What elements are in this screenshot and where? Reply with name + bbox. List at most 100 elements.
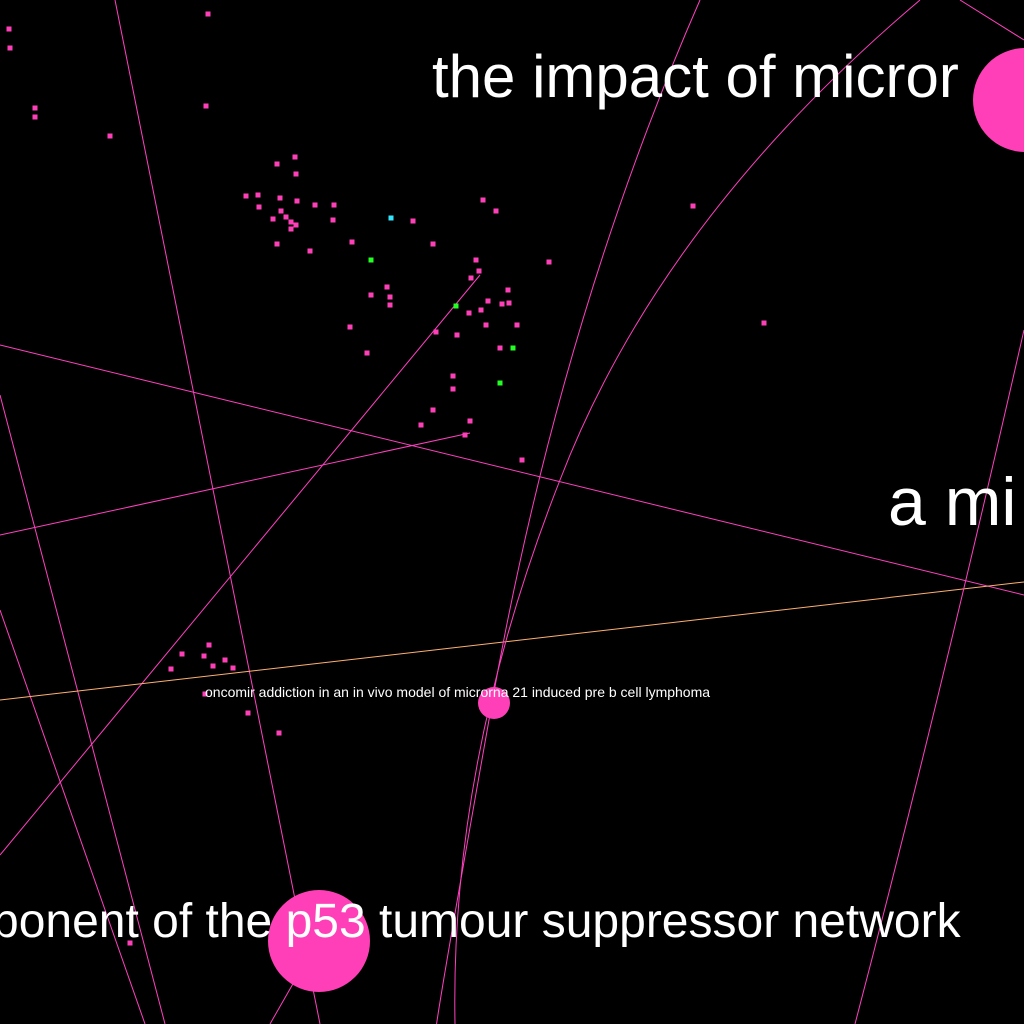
- graph-node[interactable]: [7, 45, 13, 51]
- graph-node[interactable]: [450, 373, 456, 379]
- graph-node[interactable]: [483, 322, 489, 328]
- graph-node[interactable]: [761, 320, 767, 326]
- graph-node[interactable]: [179, 651, 185, 657]
- graph-node[interactable]: [292, 154, 298, 160]
- graph-node[interactable]: [430, 241, 436, 247]
- node-label-microrna-impact: the impact of micror: [432, 43, 959, 110]
- node-label-a-mi: a mi: [888, 464, 1016, 540]
- graph-node[interactable]: [384, 284, 390, 290]
- graph-node[interactable]: [478, 307, 484, 313]
- graph-node[interactable]: [293, 222, 299, 228]
- graph-node[interactable]: [450, 386, 456, 392]
- graph-node[interactable]: [331, 202, 337, 208]
- graph-node[interactable]: [347, 324, 353, 330]
- graph-node[interactable]: [462, 432, 468, 438]
- graph-node[interactable]: [274, 161, 280, 167]
- graph-node[interactable]: [387, 294, 393, 300]
- graph-node[interactable]: [293, 171, 299, 177]
- graph-node[interactable]: [364, 350, 370, 356]
- graph-node[interactable]: [6, 26, 12, 32]
- graph-node[interactable]: [506, 300, 512, 306]
- graph-node[interactable]: [410, 218, 416, 224]
- graph-node[interactable]: [330, 217, 336, 223]
- graph-node[interactable]: [203, 103, 209, 109]
- graph-node[interactable]: [312, 202, 318, 208]
- graph-node[interactable]: [493, 208, 499, 214]
- graph-node[interactable]: [476, 268, 482, 274]
- graph-node[interactable]: [288, 219, 294, 225]
- small-nodes-layer: [6, 11, 767, 946]
- graph-node[interactable]: [467, 418, 473, 424]
- edge: [436, 0, 701, 1024]
- edge: [114, 0, 321, 1024]
- edge: [0, 432, 471, 536]
- graph-node[interactable]: [430, 407, 436, 413]
- graph-node[interactable]: [466, 310, 472, 316]
- graph-node[interactable]: [433, 329, 439, 335]
- hub-node-p53[interactable]: [268, 890, 370, 992]
- graph-node[interactable]: [277, 195, 283, 201]
- graph-node[interactable]: [107, 133, 113, 139]
- graph-node[interactable]: [256, 204, 262, 210]
- graph-node[interactable]: [127, 940, 133, 946]
- graph-node[interactable]: [307, 248, 313, 254]
- graph-node[interactable]: [32, 114, 38, 120]
- graph-node[interactable]: [485, 298, 491, 304]
- graph-node[interactable]: [480, 197, 486, 203]
- edge: [854, 329, 1024, 1024]
- graph-node[interactable]: [243, 193, 249, 199]
- graph-node[interactable]: [519, 457, 525, 463]
- graph-node[interactable]: [368, 257, 374, 263]
- graph-node[interactable]: [690, 203, 696, 209]
- edge: [0, 581, 1024, 701]
- graph-node[interactable]: [276, 730, 282, 736]
- graph-node[interactable]: [205, 11, 211, 17]
- graph-node[interactable]: [499, 301, 505, 307]
- graph-node[interactable]: [514, 322, 520, 328]
- graph-node[interactable]: [468, 275, 474, 281]
- graph-node[interactable]: [274, 241, 280, 247]
- labels-layer: the impact of micror a mi oncomir addict…: [0, 43, 1016, 948]
- graph-node[interactable]: [497, 380, 503, 386]
- graph-node[interactable]: [349, 239, 355, 245]
- graph-node[interactable]: [245, 710, 251, 716]
- edge: [0, 344, 1024, 596]
- graph-node[interactable]: [454, 332, 460, 338]
- graph-node[interactable]: [168, 666, 174, 672]
- graph-node[interactable]: [270, 216, 276, 222]
- graph-node[interactable]: [387, 302, 393, 308]
- graph-node[interactable]: [473, 257, 479, 263]
- graph-node[interactable]: [278, 208, 284, 214]
- edge: [0, 274, 481, 856]
- graph-node[interactable]: [294, 198, 300, 204]
- graph-node[interactable]: [222, 657, 228, 663]
- graph-node[interactable]: [368, 292, 374, 298]
- hub-node-microrna-impact[interactable]: [973, 48, 1024, 152]
- graph-node[interactable]: [418, 422, 424, 428]
- graph-node[interactable]: [206, 642, 212, 648]
- edge: [454, 0, 921, 1024]
- graph-node[interactable]: [230, 665, 236, 671]
- edge: [0, 609, 146, 1024]
- graph-node[interactable]: [288, 226, 294, 232]
- graph-node[interactable]: [453, 303, 459, 309]
- node-label-oncomir: oncomir addiction in an in vivo model of…: [205, 684, 710, 700]
- graph-node[interactable]: [202, 691, 208, 697]
- graph-node[interactable]: [546, 259, 552, 265]
- graph-node[interactable]: [510, 345, 516, 351]
- graph-node[interactable]: [497, 345, 503, 351]
- graph-node[interactable]: [388, 215, 394, 221]
- hub-node-oncomir[interactable]: [478, 687, 510, 719]
- graph-node[interactable]: [255, 192, 261, 198]
- node-label-p53: ponent of the p53 tumour suppressor netw…: [0, 895, 962, 948]
- large-nodes-layer: [268, 48, 1024, 992]
- graph-node[interactable]: [32, 105, 38, 111]
- graph-node[interactable]: [201, 653, 207, 659]
- graph-node[interactable]: [210, 663, 216, 669]
- graph-node[interactable]: [505, 287, 511, 293]
- graph-node[interactable]: [283, 214, 289, 220]
- edge: [0, 394, 166, 1024]
